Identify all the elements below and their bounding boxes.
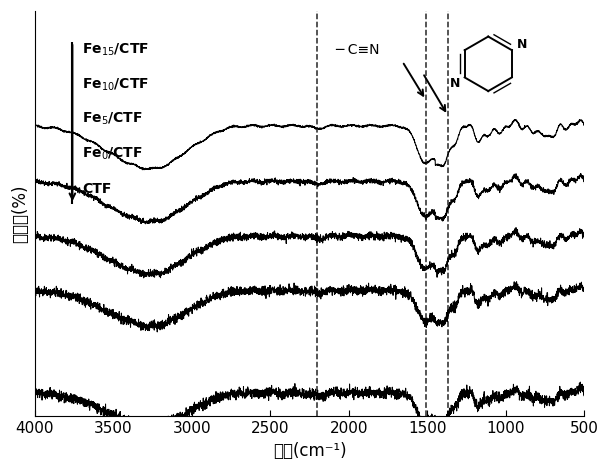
Text: Fe$_{5}$/CTF: Fe$_{5}$/CTF xyxy=(82,111,142,128)
Text: Fe$_{15}$/CTF: Fe$_{15}$/CTF xyxy=(82,41,149,58)
Text: Fe$_{0}$/CTF: Fe$_{0}$/CTF xyxy=(82,146,142,162)
X-axis label: 波数(cm⁻¹): 波数(cm⁻¹) xyxy=(273,442,346,460)
Text: Fe$_{10}$/CTF: Fe$_{10}$/CTF xyxy=(82,76,149,93)
Text: ─ C≡N: ─ C≡N xyxy=(335,43,379,57)
Text: CTF: CTF xyxy=(82,182,111,195)
Y-axis label: 透过率(%): 透过率(%) xyxy=(11,185,29,243)
